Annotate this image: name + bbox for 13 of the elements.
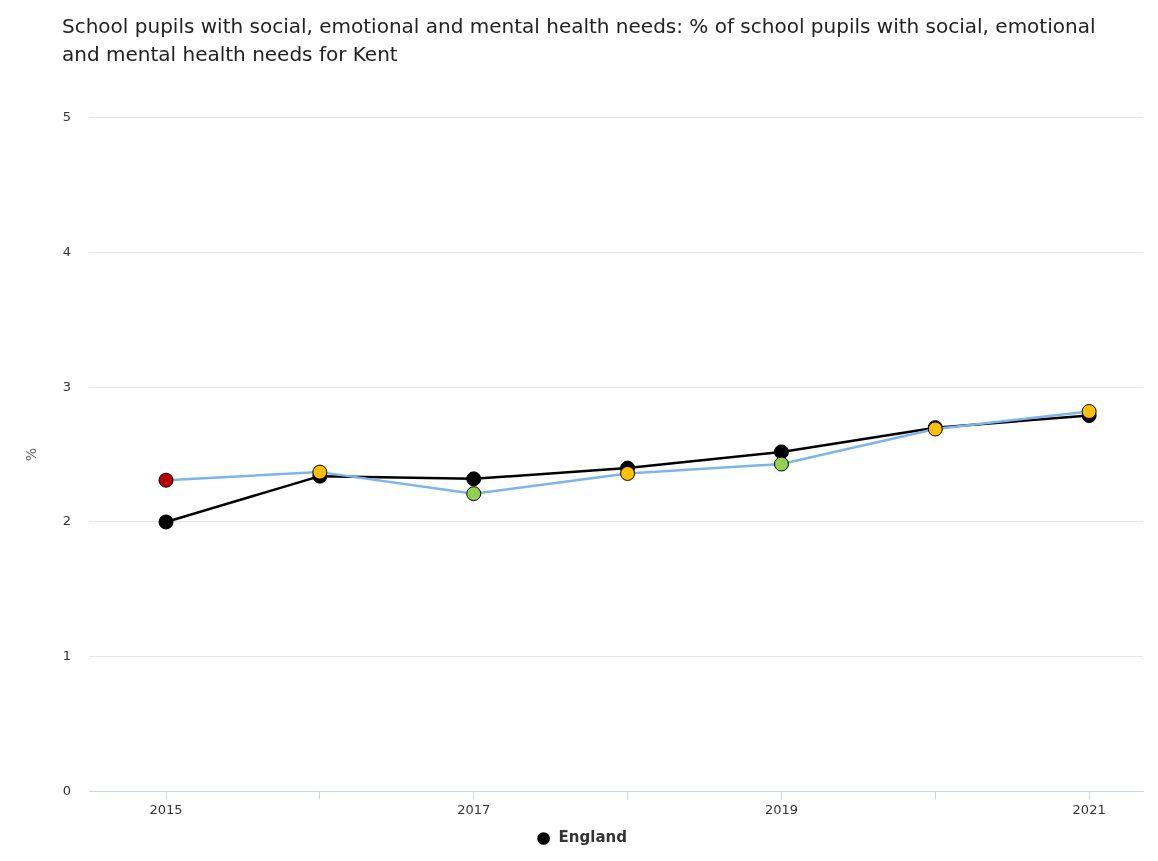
y-tick-label: 2 — [62, 513, 72, 529]
chart-title: School pupils with social, emotional and mental health needs: % of school pupils with social, emotional and mental health needs for Kent — [62, 13, 1097, 68]
y-tick-label: 5 — [62, 109, 72, 125]
x-tick-label: 2017 — [457, 801, 491, 817]
y-tick-label: 4 — [62, 243, 72, 259]
x-tick-label: 2021 — [1072, 801, 1106, 817]
x-tick-label: 2015 — [149, 801, 183, 817]
legend-label: England — [558, 828, 627, 847]
y-tick-label: 1 — [62, 648, 72, 664]
y-tick-label: 3 — [62, 378, 72, 394]
y-axis-title: % — [23, 447, 40, 462]
y-tick-label: 0 — [62, 782, 72, 798]
x-tick-label: 2019 — [764, 801, 798, 817]
